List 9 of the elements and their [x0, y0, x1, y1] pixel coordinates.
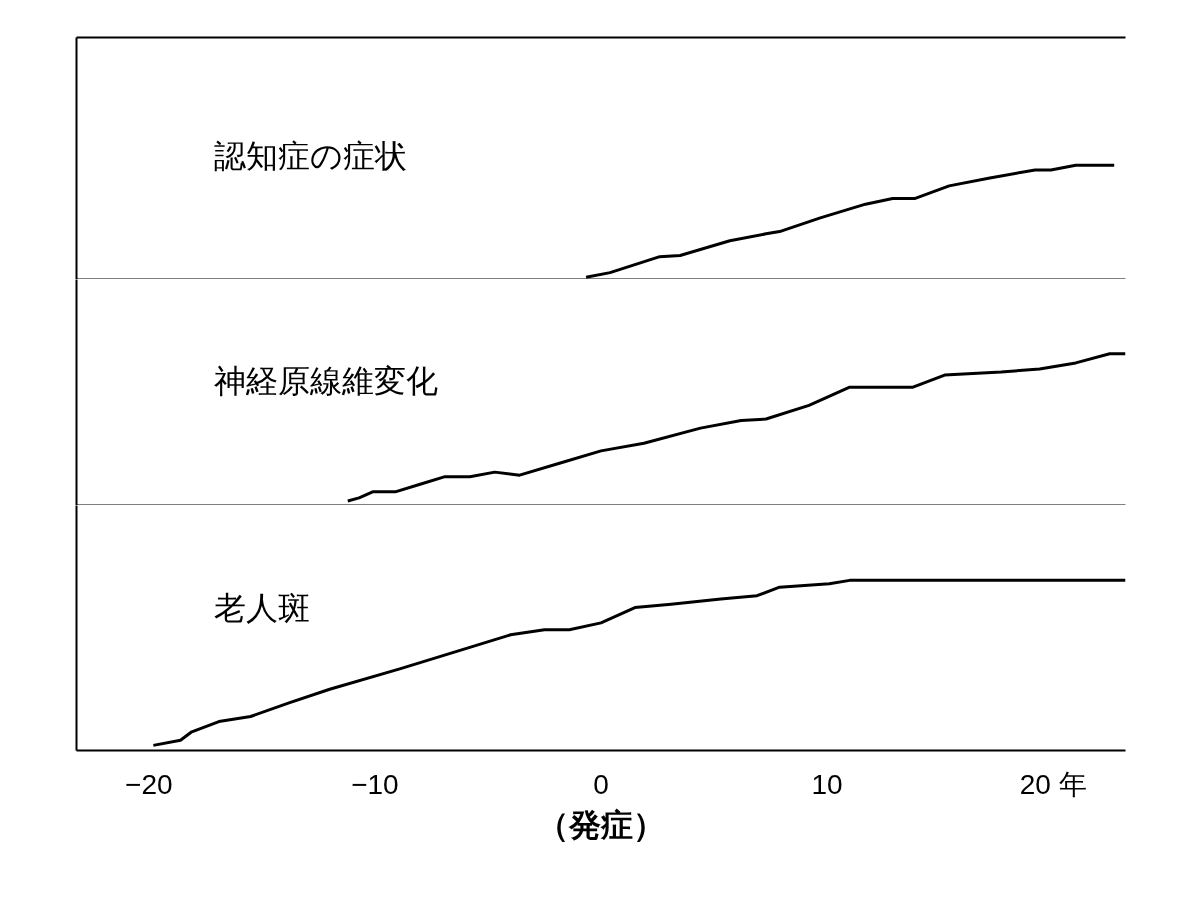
annotation: 認知症の症状 — [213, 138, 407, 175]
annotation: 神経原線維変化 — [213, 363, 438, 400]
x-axis-title: （発症） — [537, 806, 665, 843]
x-tick-label: 20 年 — [1019, 768, 1087, 800]
x-tick-label: 0 — [593, 768, 609, 800]
annotation: 老人斑 — [213, 590, 310, 627]
x-tick-label: −10 — [351, 768, 399, 800]
x-tick-label: 10 — [811, 768, 843, 800]
x-tick-label: −20 — [125, 768, 173, 800]
